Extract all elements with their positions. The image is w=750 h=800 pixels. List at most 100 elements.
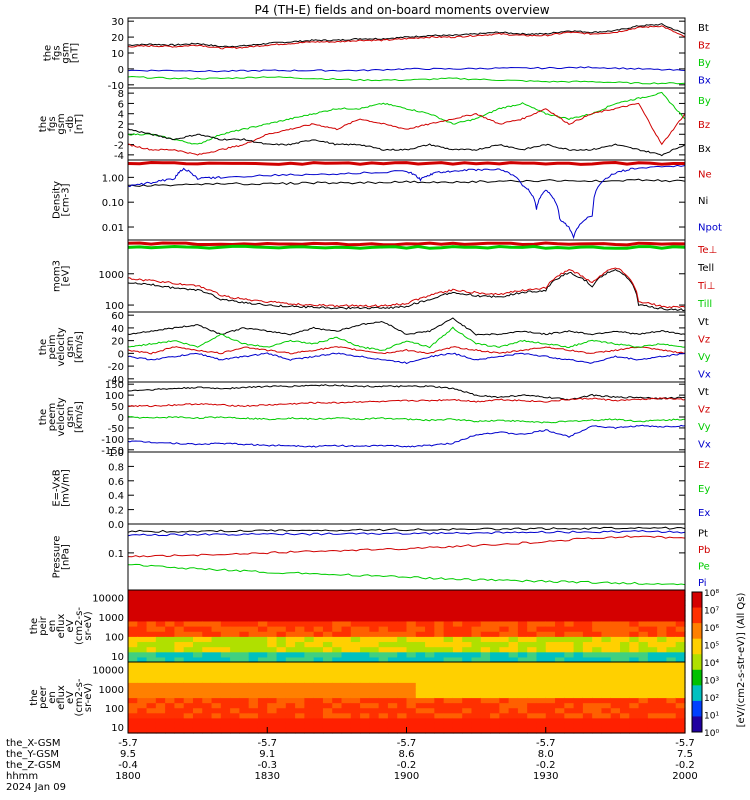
spec-cell	[666, 722, 677, 729]
spec-cell	[378, 651, 389, 658]
spec-cell	[267, 656, 278, 663]
spec-cell	[452, 712, 463, 719]
spec-cell	[480, 641, 491, 648]
spec-cell	[657, 631, 668, 637]
spec-cell	[313, 727, 324, 734]
spec-cell	[128, 646, 138, 653]
ylabel-peer_spec: eV	[65, 691, 76, 704]
ylabel-peir_spec: eV	[65, 619, 76, 632]
ylabel-peer_spec: sr-eV)	[83, 683, 94, 712]
series-line-Vx	[127, 424, 686, 448]
series-line-Bx	[127, 66, 686, 73]
ytick-label: -100	[101, 435, 124, 446]
spec-cell	[341, 682, 352, 688]
spec-cell	[220, 626, 231, 632]
spec-cell	[471, 605, 482, 612]
spec-cell	[675, 667, 686, 673]
spec-cell	[555, 595, 565, 601]
spec-cell	[536, 615, 547, 622]
spec-cell	[276, 707, 287, 714]
spec-cell	[220, 641, 231, 648]
spec-cell	[146, 590, 157, 596]
spec-cell	[601, 717, 612, 724]
spec-cell	[443, 620, 454, 627]
spec-cell	[527, 605, 538, 612]
spec-cell	[657, 707, 668, 714]
spec-cell	[573, 610, 584, 617]
spec-cell	[295, 672, 305, 678]
spec-cell	[499, 615, 510, 622]
spec-cell	[517, 620, 528, 627]
spec-cell	[378, 636, 389, 643]
spec-cell	[397, 631, 408, 637]
spec-cell	[211, 722, 222, 729]
spec-cell	[582, 722, 593, 729]
xrow-value: -0.2	[675, 760, 695, 771]
spec-cell	[128, 672, 138, 678]
spec-cell	[415, 610, 426, 617]
spec-cell	[657, 656, 668, 663]
ytick-label: 10	[111, 723, 124, 734]
spec-cell	[406, 707, 417, 714]
spec-cell	[480, 682, 491, 688]
spec-cell	[536, 697, 547, 704]
spec-cell	[490, 712, 500, 719]
legend-Ex: Ex	[698, 508, 710, 519]
spec-cell	[601, 677, 612, 683]
spec-cell	[211, 595, 222, 601]
spec-cell	[230, 651, 240, 658]
spec-cell	[601, 697, 612, 704]
spec-cell	[137, 662, 148, 668]
spec-cell	[425, 641, 435, 648]
spec-cell	[499, 641, 510, 648]
spec-cell	[248, 590, 259, 596]
spec-cell	[267, 722, 278, 729]
spec-cell	[555, 626, 565, 632]
spec-cell	[527, 702, 538, 709]
spec-cell	[295, 626, 305, 632]
spec-cell	[202, 682, 213, 688]
spec-cell	[517, 672, 528, 678]
spec-cell	[230, 717, 240, 724]
ylabel-efield: [mV/m]	[61, 469, 72, 507]
ylabel-pressure: [nPa]	[61, 544, 72, 570]
colorbar: 10⁸10⁷10⁶10⁵10⁴10³10²10¹10⁰[eV/(cm2-s-st…	[691, 589, 747, 739]
ylabel-fgs: fgs	[52, 45, 63, 60]
spec-cell	[462, 656, 473, 663]
spec-cell	[183, 692, 194, 699]
spec-cell	[434, 697, 445, 704]
spec-cell	[471, 672, 482, 678]
spec-cell	[480, 677, 491, 683]
spec-cell	[165, 702, 176, 709]
spec-cell	[480, 656, 491, 663]
spec-cell	[378, 631, 389, 637]
spec-cell	[304, 610, 315, 617]
spec-cell	[155, 646, 166, 653]
ylabel-fgs: gsm	[61, 42, 72, 63]
spec-cell	[610, 631, 621, 637]
spec-cell	[174, 667, 185, 673]
spec-cell	[378, 605, 389, 612]
spec-cell	[564, 626, 575, 632]
spec-cell	[285, 722, 296, 729]
spec-cell	[657, 692, 668, 699]
spec-cell	[378, 610, 389, 617]
spec-cell	[276, 615, 287, 622]
spec-cell	[360, 631, 370, 637]
spec-cell	[341, 626, 352, 632]
spec-cell	[573, 615, 584, 622]
spec-cell	[564, 605, 575, 612]
spec-cell	[415, 677, 426, 683]
ylabel-pressure: Pressure	[52, 536, 63, 579]
series-line-Vx	[127, 352, 686, 365]
spec-cell	[406, 631, 417, 637]
spec-cell	[545, 595, 556, 601]
spec-cell	[564, 702, 575, 709]
spec-cell	[564, 641, 575, 648]
spec-cell	[425, 590, 435, 596]
spec-cell	[165, 682, 176, 688]
spec-cell	[601, 605, 612, 612]
spec-cell	[192, 615, 203, 622]
spec-cell	[675, 590, 686, 596]
spec-cell	[397, 600, 408, 607]
